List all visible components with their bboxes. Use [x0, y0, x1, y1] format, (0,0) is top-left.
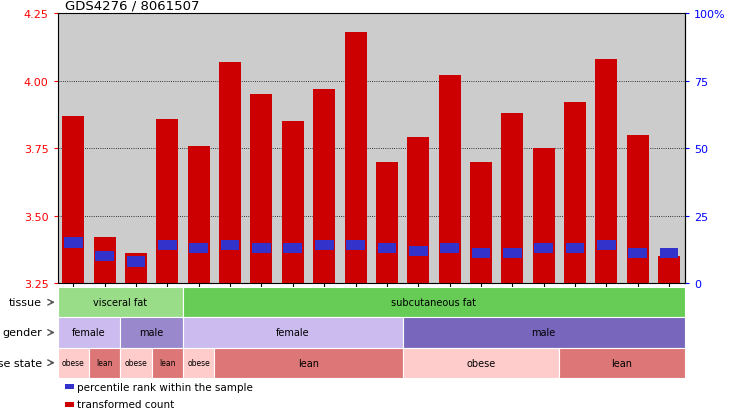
Bar — [62, 116, 85, 283]
Bar — [58, 348, 89, 378]
Bar — [597, 240, 615, 251]
Bar — [283, 243, 302, 254]
Bar — [188, 146, 210, 283]
Bar — [377, 243, 396, 254]
Bar — [658, 256, 680, 283]
Bar — [472, 249, 491, 259]
Text: GDS4276 / 8061507: GDS4276 / 8061507 — [65, 0, 199, 12]
Text: lean: lean — [96, 358, 113, 367]
Bar — [215, 348, 402, 378]
Bar — [152, 348, 183, 378]
Bar — [58, 287, 183, 318]
Text: percentile rank within the sample: percentile rank within the sample — [77, 382, 253, 392]
Bar — [502, 114, 523, 283]
Text: tissue: tissue — [9, 297, 42, 308]
Bar — [627, 135, 649, 283]
Text: male: male — [531, 328, 556, 338]
Bar — [315, 240, 334, 251]
Bar — [345, 33, 366, 283]
Bar — [219, 63, 241, 283]
Text: obese: obese — [62, 358, 85, 367]
Bar — [120, 318, 183, 348]
Bar — [183, 287, 685, 318]
Bar — [402, 348, 559, 378]
Bar — [566, 243, 584, 254]
Text: visceral fat: visceral fat — [93, 297, 147, 308]
Text: obese: obese — [125, 358, 147, 367]
Text: transformed count: transformed count — [77, 399, 174, 409]
Bar — [183, 318, 402, 348]
Bar — [220, 240, 239, 251]
Bar — [183, 348, 215, 378]
Bar — [559, 348, 685, 378]
Text: disease state: disease state — [0, 358, 42, 368]
Text: male: male — [139, 328, 164, 338]
Bar — [402, 318, 685, 348]
Bar — [250, 95, 272, 283]
Bar — [409, 246, 428, 256]
Text: lean: lean — [612, 358, 632, 368]
Text: subcutaneous fat: subcutaneous fat — [391, 297, 477, 308]
Bar — [282, 122, 304, 283]
Bar — [252, 243, 271, 254]
Bar — [596, 60, 618, 283]
Bar — [440, 243, 459, 254]
Bar — [64, 238, 82, 248]
Bar — [564, 103, 586, 283]
Bar — [125, 254, 147, 283]
Bar — [439, 76, 461, 283]
Text: lean: lean — [298, 358, 319, 368]
Bar — [533, 149, 555, 283]
Text: female: female — [72, 328, 106, 338]
Bar — [58, 318, 120, 348]
Bar — [629, 249, 647, 259]
Bar — [503, 249, 522, 259]
Bar — [407, 138, 429, 283]
Text: female: female — [276, 328, 310, 338]
Bar — [127, 257, 145, 267]
Bar — [376, 162, 398, 283]
Bar — [189, 243, 208, 254]
Bar — [470, 162, 492, 283]
Bar — [89, 348, 120, 378]
Bar — [93, 237, 115, 283]
Bar — [660, 249, 678, 259]
Bar — [346, 240, 365, 251]
Bar — [156, 119, 178, 283]
Text: obese: obese — [188, 358, 210, 367]
Text: lean: lean — [159, 358, 176, 367]
Bar — [96, 252, 114, 261]
Bar — [534, 243, 553, 254]
Text: gender: gender — [2, 328, 42, 338]
Bar — [120, 348, 152, 378]
Bar — [313, 90, 335, 283]
Text: obese: obese — [466, 358, 496, 368]
Bar — [158, 240, 177, 251]
